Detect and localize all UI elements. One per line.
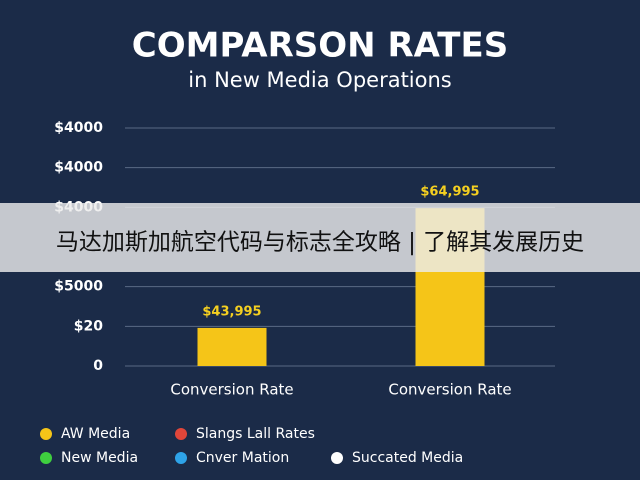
- y-tick-label: $4000: [54, 120, 103, 136]
- y-tick-label: $20: [74, 318, 103, 334]
- bar-annotation: $64,995: [420, 185, 479, 200]
- legend-label: Slangs Lall Rates: [196, 426, 315, 442]
- banner-background: [0, 203, 640, 272]
- legend-swatch: [175, 452, 187, 464]
- legend-label: AW Media: [61, 426, 130, 442]
- chart-subtitle: in New Media Operations: [188, 68, 452, 92]
- x-tick-label: Conversion Rate: [388, 381, 511, 399]
- banner-text: 马达加斯加航空代码与标志全攻略 | 了解其发展历史: [56, 230, 584, 256]
- y-tick-label: 0: [93, 358, 103, 374]
- legend-label: New Media: [61, 450, 138, 466]
- x-tick-label: Conversion Rate: [170, 381, 293, 399]
- y-tick-label: $5000: [54, 279, 103, 295]
- chart-title: COMPARSON RATES: [132, 26, 508, 66]
- y-tick-label: $4000: [54, 160, 103, 176]
- legend-label: Cnver Mation: [196, 450, 289, 466]
- bar-annotation: $43,995: [202, 304, 261, 319]
- legend-label: Succated Media: [352, 450, 463, 466]
- legend-swatch: [331, 452, 343, 464]
- legend-swatch: [175, 428, 187, 440]
- bar: [197, 327, 267, 366]
- legend-swatch: [40, 452, 52, 464]
- legend-swatch: [40, 428, 52, 440]
